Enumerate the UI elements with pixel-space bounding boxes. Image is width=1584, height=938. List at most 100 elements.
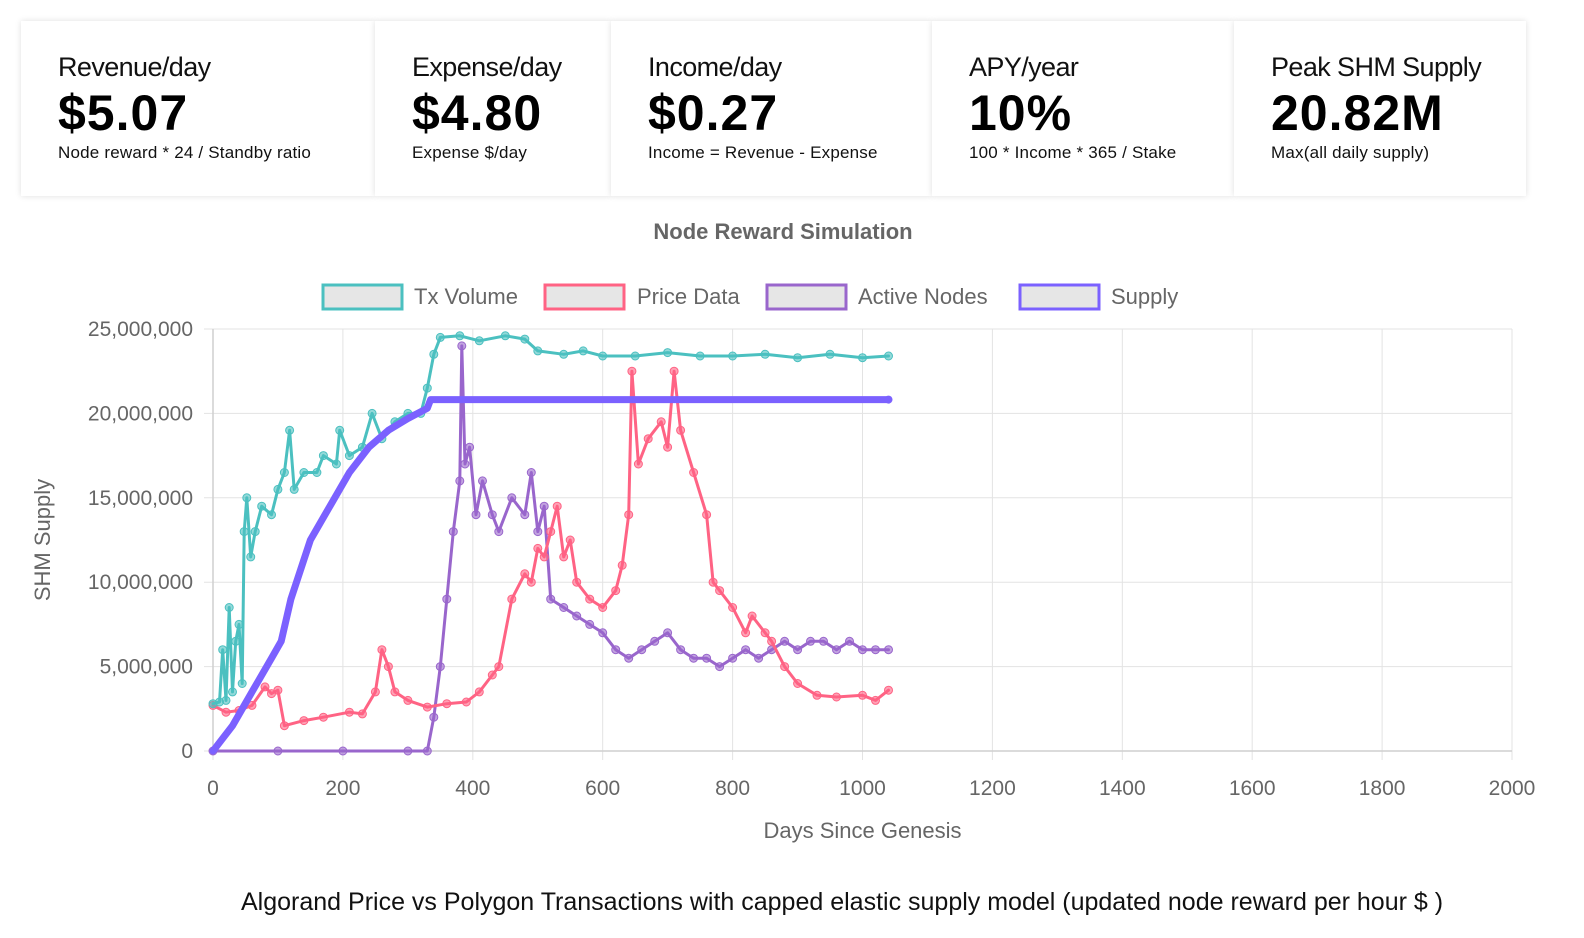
data-point-tx-volume (218, 645, 228, 655)
data-point-active-nodes (715, 662, 725, 672)
data-point-active-nodes (793, 645, 803, 655)
x-tick-label: 400 (455, 777, 490, 800)
x-tick-label: 1400 (1099, 777, 1146, 800)
legend-swatch-active-nodes (765, 283, 848, 311)
data-point-price-data (793, 679, 803, 688)
data-point-price-data (572, 577, 582, 587)
card-label: Peak SHM Supply (1271, 52, 1482, 82)
x-tick-label: 1600 (1229, 777, 1276, 800)
card-subtext: Expense $/day (412, 143, 528, 162)
data-point-active-nodes (819, 636, 828, 646)
data-point-price-data (383, 662, 393, 672)
legend-swatch-supply (1018, 283, 1101, 311)
data-point-tx-volume (760, 349, 770, 359)
data-point-active-nodes (526, 468, 536, 477)
card-value: 10% (969, 85, 1073, 141)
data-point-active-nodes (448, 527, 458, 537)
data-point-price-data (461, 697, 471, 707)
data-point-active-nodes (520, 510, 530, 520)
data-point-tx-volume (231, 636, 241, 646)
data-point-price-data (676, 425, 686, 435)
data-point-price-data (552, 501, 562, 511)
card-label: APY/year (969, 52, 1079, 82)
data-point-tx-volume (299, 468, 309, 477)
data-point-price-data (624, 510, 634, 520)
data-point-price-data (741, 628, 751, 638)
data-point-price-data (520, 569, 530, 579)
card-peak-supply: Peak SHM Supply 20.82M Max(all daily sup… (1234, 21, 1526, 196)
data-point-tx-volume (237, 679, 247, 688)
data-point-price-data (585, 594, 595, 604)
card-value: $4.80 (412, 85, 543, 141)
data-point-price-data (299, 716, 309, 726)
data-point-price-data (442, 699, 452, 709)
data-point-tx-volume (663, 348, 673, 358)
data-point-active-nodes (598, 628, 608, 638)
data-point-tx-volume (239, 527, 249, 537)
data-point-tx-volume (429, 349, 439, 359)
data-point-price-data (656, 417, 666, 427)
data-point-price-data (279, 721, 289, 731)
data-point-price-data (747, 611, 757, 621)
data-point-price-data (643, 434, 653, 444)
card-subtext: Max(all daily supply) (1271, 143, 1430, 162)
data-point-active-nodes (572, 611, 582, 621)
data-point-price-data (858, 690, 867, 700)
data-point-tx-volume (533, 346, 543, 356)
data-point-active-nodes (507, 493, 517, 503)
data-point-price-data (760, 628, 770, 638)
data-point-active-nodes (429, 712, 439, 722)
data-point-tx-volume (422, 383, 432, 393)
data-point-active-nodes (422, 746, 432, 756)
data-point-tx-volume (559, 349, 569, 359)
data-point-price-data (273, 685, 283, 695)
data-point-active-nodes (460, 459, 470, 469)
data-point-price-data (669, 366, 679, 376)
card-subtext: 100 * Income * 365 / Stake (969, 143, 1177, 162)
data-point-active-nodes (650, 636, 660, 646)
card-subtext: Node reward * 24 / Standby ratio (58, 143, 312, 162)
data-point-active-nodes (471, 510, 481, 520)
data-point-price-data (403, 695, 413, 705)
data-point-active-nodes (457, 341, 467, 351)
data-point-tx-volume (344, 451, 354, 461)
data-point-price-data (318, 712, 328, 722)
data-point-active-nodes (338, 746, 348, 756)
data-point-price-data (728, 603, 738, 612)
data-point-price-data (689, 468, 699, 477)
data-point-tx-volume (228, 687, 237, 697)
card-label: Income/day (648, 52, 782, 82)
data-point-tx-volume (224, 603, 234, 612)
data-point-active-nodes (884, 645, 893, 655)
stat-cards: Revenue/day $5.07 Node reward * 24 / Sta… (21, 21, 1526, 196)
legend-label-tx-volume: Tx Volume (414, 284, 518, 309)
data-point-price-data (344, 707, 354, 717)
data-point-price-data (767, 636, 777, 646)
data-point-price-data (884, 685, 893, 695)
data-point-active-nodes (754, 653, 764, 663)
series-line-price-data (211, 369, 890, 728)
data-point-price-data (780, 662, 790, 672)
y-tick-label: 20,000,000 (88, 402, 193, 425)
data-point-tx-volume (312, 468, 322, 477)
data-point-price-data (260, 682, 270, 692)
x-tick-label: 800 (715, 777, 750, 800)
data-point-active-nodes (539, 501, 549, 511)
data-point-tx-volume (318, 451, 328, 461)
data-point-active-nodes (871, 645, 880, 655)
data-point-tx-volume (858, 353, 867, 363)
data-point-tx-volume (367, 408, 377, 418)
data-point-price-data (565, 535, 575, 545)
data-point-supply (884, 395, 893, 404)
data-point-active-nodes (559, 603, 569, 612)
data-point-active-nodes (455, 476, 465, 486)
data-point-active-nodes (663, 628, 673, 638)
x-tick-label: 1800 (1359, 777, 1406, 800)
data-point-active-nodes (273, 746, 283, 756)
data-point-active-nodes (845, 636, 854, 646)
data-point-active-nodes (403, 746, 413, 756)
data-point-tx-volume (250, 527, 260, 537)
data-point-tx-volume (242, 493, 252, 503)
data-point-tx-volume (455, 331, 465, 341)
data-point-price-data (422, 702, 432, 712)
